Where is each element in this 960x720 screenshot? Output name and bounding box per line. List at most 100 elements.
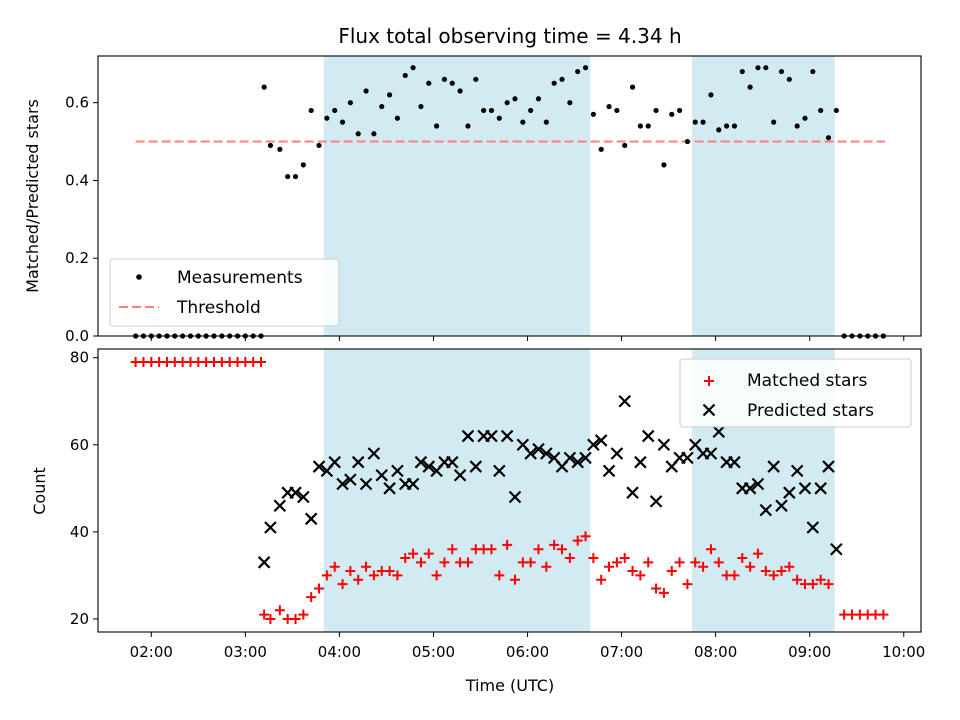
ratio-legend: Measurements Threshold — [109, 258, 340, 327]
measurement-point — [457, 88, 463, 94]
matched-star-point — [698, 561, 709, 572]
measurement-point — [528, 107, 534, 114]
matched-star-point — [486, 544, 497, 555]
matched-star-point — [705, 544, 716, 555]
matched-star-point — [878, 609, 889, 620]
measurement-point — [739, 68, 745, 75]
predicted-star-point — [587, 438, 600, 452]
measurement-point — [496, 115, 502, 121]
observing-window-band — [692, 56, 835, 336]
matched-star-point — [415, 557, 426, 568]
measurement-point — [418, 103, 424, 110]
predicted-star-point — [728, 455, 741, 469]
matched-star-point — [298, 609, 309, 620]
matched-star-point — [658, 587, 669, 598]
measurement-point — [825, 135, 832, 141]
measurement-point — [520, 119, 526, 125]
matched-star-point — [807, 579, 818, 590]
measurement-point — [575, 68, 581, 75]
matched-star-point — [502, 539, 513, 550]
predicted-star-point — [806, 521, 820, 534]
matched-star-point — [737, 552, 748, 563]
measurement-point — [747, 84, 753, 90]
measurement-point — [645, 123, 651, 129]
predicted-star-point — [641, 429, 655, 443]
predicted-star-point — [328, 455, 341, 469]
predicted-star-point — [704, 447, 718, 460]
matched-star-point — [265, 613, 276, 624]
predicted-star-point — [563, 451, 577, 465]
matched-star-point — [682, 579, 693, 590]
legend-predicted-marker — [702, 403, 716, 417]
measurement-point — [786, 76, 792, 82]
measurement-point — [629, 84, 636, 90]
matched-star-point — [760, 566, 771, 577]
x-tick-label: 05:00 — [412, 643, 455, 661]
measurement-point — [332, 107, 338, 114]
matched-star-point — [494, 570, 505, 581]
matched-star-point — [345, 566, 356, 577]
predicted-star-point — [485, 429, 498, 443]
y-tick-label: 0.4 — [65, 171, 89, 189]
measurement-point — [543, 119, 549, 125]
measurement-point — [512, 96, 518, 102]
measurement-point — [692, 119, 698, 125]
predicted-star-point — [312, 460, 326, 473]
predicted-star-point — [406, 477, 420, 491]
measurement-point — [661, 162, 667, 168]
predicted-star-point — [618, 394, 631, 408]
measurement-point — [379, 103, 385, 110]
matched-star-point — [274, 605, 285, 616]
matched-star-point — [572, 535, 583, 546]
predicted-star-point — [383, 482, 396, 495]
matched-star-point — [549, 539, 560, 550]
matched-star-point — [627, 566, 638, 577]
matched-star-point — [768, 570, 779, 581]
predicted-star-point — [524, 447, 537, 460]
measurement-point — [339, 119, 346, 125]
matched-star-point — [713, 557, 724, 568]
predicted-star-point — [626, 486, 639, 499]
measurement-point — [582, 65, 589, 71]
matched-star-point — [643, 557, 654, 568]
measurement-point — [637, 123, 643, 129]
predicted-star-point — [273, 499, 287, 513]
matched-star-point — [745, 561, 756, 572]
predicted-star-point — [257, 556, 271, 569]
matched-star-point — [674, 557, 685, 568]
y-tick-label: 80 — [70, 349, 89, 367]
predicted-star-point — [571, 455, 584, 469]
measurement-point — [363, 88, 369, 94]
matched-star-point — [431, 570, 442, 581]
matched-star-point — [423, 548, 434, 559]
measurement-point — [292, 173, 299, 180]
predicted-star-point — [751, 477, 765, 491]
matched-star-point — [588, 552, 599, 563]
legend-measurements-label: Measurements — [177, 268, 303, 288]
predicted-star-point — [344, 473, 357, 486]
measurement-point — [324, 115, 330, 121]
matched-star-point — [533, 544, 544, 555]
matched-star-point — [384, 566, 395, 577]
predicted-star-point — [830, 542, 843, 556]
matched-star-point — [784, 561, 795, 572]
measurement-point — [669, 111, 675, 117]
matched-star-point — [619, 552, 630, 563]
x-axis-label: Time (UTC) — [465, 676, 554, 695]
predicted-star-point — [532, 442, 545, 456]
matched-star-point — [329, 561, 340, 572]
ratio-axes-frame — [97, 55, 922, 337]
count-legend: Matched stars Predicted stars — [679, 358, 912, 428]
matched-star-point — [596, 574, 607, 585]
measurement-point — [567, 100, 573, 106]
measurement-point — [285, 173, 291, 180]
y-tick-label: 20 — [70, 610, 89, 628]
measurement-point — [598, 146, 604, 152]
measurement-point — [535, 96, 542, 102]
predicted-star-point — [297, 490, 310, 504]
measurement-point — [810, 68, 816, 75]
measurement-point — [410, 65, 416, 71]
matched-star-point — [353, 574, 364, 585]
count-y-label: Count — [30, 467, 49, 515]
predicted-star-point — [610, 447, 624, 460]
